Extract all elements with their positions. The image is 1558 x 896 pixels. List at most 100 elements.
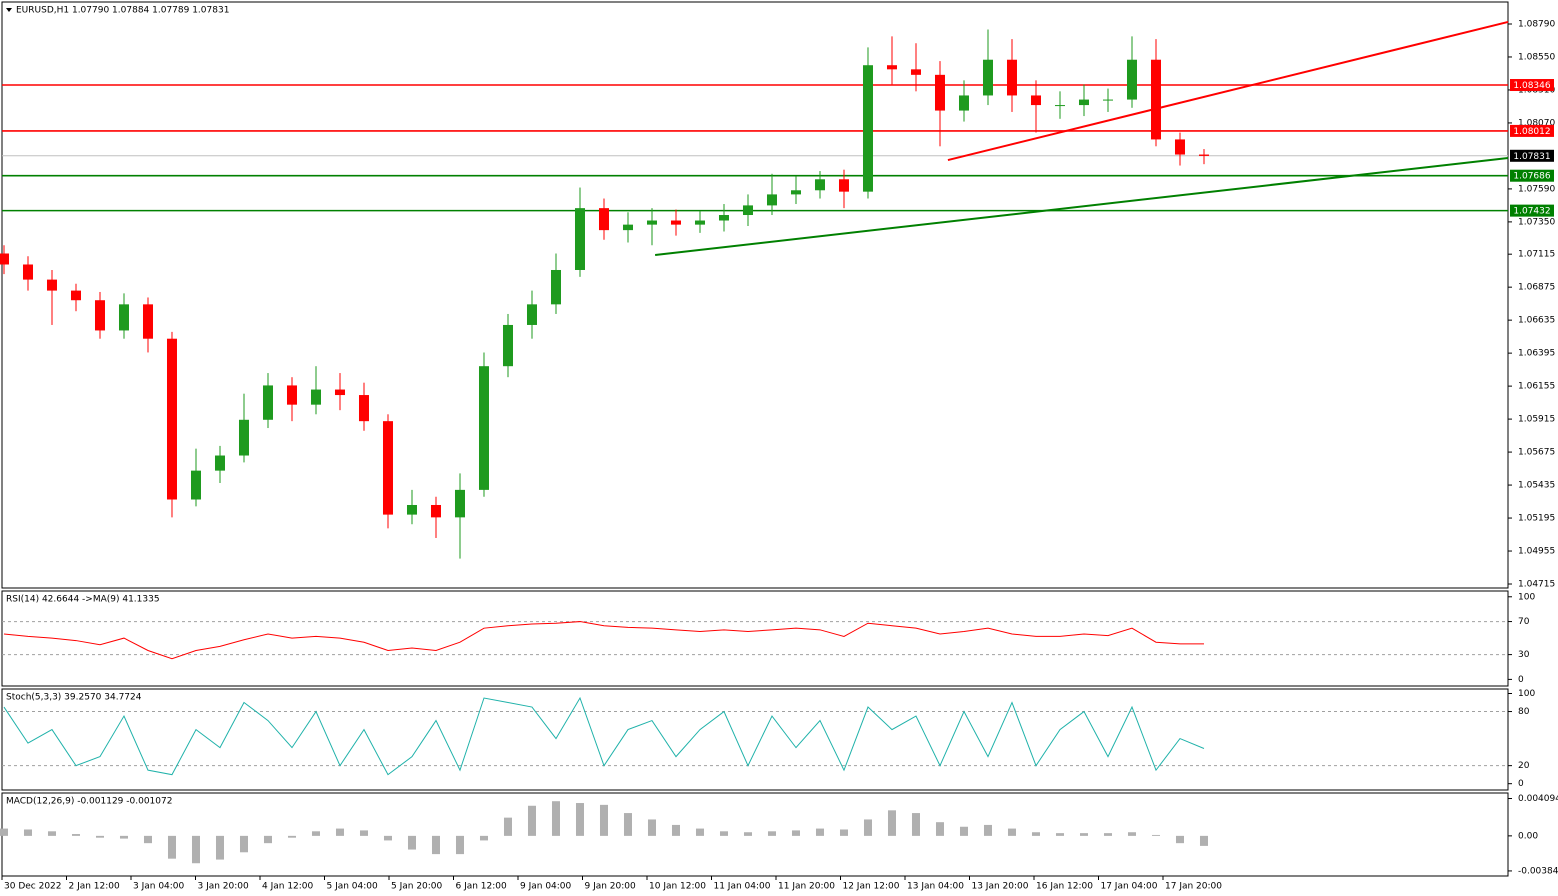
- histogram-bar: [263, 835, 272, 844]
- x-tick-label: 3 Jan 04:00: [133, 882, 185, 892]
- candle-body: [958, 95, 969, 111]
- histogram-bar: [0, 828, 8, 836]
- y-tick-label: 100: [1518, 592, 1535, 602]
- candle-body: [46, 279, 57, 291]
- histogram-bar: [143, 835, 152, 844]
- x-tick-label: 9 Jan 04:00: [520, 882, 572, 892]
- level-label: 1.08346: [1513, 81, 1550, 91]
- x-tick-label: 2 Jan 12:00: [68, 882, 120, 892]
- y-tick-label: 70: [1518, 617, 1530, 627]
- candle-body: [1126, 59, 1137, 100]
- y-tick-label: 1.08790: [1518, 19, 1555, 29]
- candle-body: [1030, 95, 1041, 106]
- candle-body: [502, 324, 513, 367]
- y-tick-label: 1.06635: [1518, 316, 1555, 326]
- histogram-bar: [95, 835, 104, 838]
- candle-body: [574, 208, 585, 270]
- histogram-bar: [1103, 833, 1112, 836]
- y-tick-label: 100: [1518, 689, 1535, 699]
- panel-frame: [1, 1, 1509, 589]
- y-tick-label: 1.04955: [1518, 547, 1555, 557]
- candle-body: [982, 59, 993, 96]
- candle-body: [0, 253, 9, 265]
- histogram-bar: [839, 829, 848, 836]
- histogram-bar: [695, 828, 704, 836]
- histogram-bar: [815, 828, 824, 836]
- x-tick-label: 5 Jan 04:00: [326, 882, 378, 892]
- histogram-bar: [119, 835, 128, 839]
- candle-body: [94, 300, 105, 331]
- histogram-bar: [167, 835, 176, 859]
- y-tick-label: 1.06155: [1518, 382, 1555, 392]
- y-tick-label: 1.07350: [1518, 217, 1555, 227]
- panel-title: EURUSD,H1 1.07790 1.07884 1.07789 1.0783…: [16, 6, 229, 16]
- candle-body: [910, 69, 921, 75]
- candle-body: [694, 220, 705, 225]
- trendline: [654, 156, 1509, 257]
- candle-body: [934, 74, 945, 111]
- candle-body: [286, 385, 297, 405]
- level-label-box: [1510, 204, 1554, 217]
- histogram-bar: [479, 835, 488, 841]
- x-tick-label: 13 Jan 04:00: [907, 882, 964, 892]
- histogram-bar: [1151, 834, 1160, 836]
- y-tick-label: 1.07590: [1518, 184, 1555, 194]
- histogram-bar: [599, 804, 608, 836]
- candle-body: [550, 269, 561, 305]
- histogram-bar: [935, 822, 944, 836]
- panel-frame: [1, 688, 1509, 791]
- candle-body: [766, 194, 777, 206]
- y-tick-label: 1.05675: [1518, 448, 1555, 458]
- indicator-line: [3, 696, 1205, 776]
- level-label: 1.07831: [1513, 152, 1550, 162]
- level-label-box: [1510, 149, 1554, 162]
- y-tick-label: 0: [1518, 779, 1524, 789]
- candle-body: [1102, 99, 1113, 101]
- level-label: 1.07432: [1513, 207, 1550, 217]
- x-tick-label: 9 Jan 20:00: [584, 882, 636, 892]
- candle-body: [646, 220, 657, 225]
- level-label-box: [1510, 124, 1554, 137]
- histogram-bar: [71, 834, 80, 836]
- histogram-bar: [407, 835, 416, 850]
- candle-body: [406, 504, 417, 515]
- histogram-bar: [887, 810, 896, 836]
- histogram-bar: [1055, 833, 1064, 836]
- candle-body: [22, 264, 33, 280]
- histogram-bar: [1127, 832, 1136, 836]
- candle-body: [1054, 105, 1065, 107]
- y-tick-label: 30: [1518, 650, 1530, 660]
- histogram-bar: [311, 831, 320, 836]
- histogram-bar: [551, 801, 560, 836]
- histogram-bar: [743, 832, 752, 836]
- candle-body: [310, 389, 321, 405]
- candle-body: [838, 179, 849, 192]
- y-tick-label: 1.05915: [1518, 415, 1555, 425]
- candle-body: [166, 338, 177, 500]
- histogram-bar: [239, 835, 248, 853]
- y-tick-label: 1.04715: [1518, 580, 1555, 590]
- histogram-bar: [1175, 835, 1184, 844]
- y-tick-label: 1.05435: [1518, 481, 1555, 491]
- candle-body: [1078, 99, 1089, 106]
- candle-body: [814, 179, 825, 191]
- x-tick-label: 12 Jan 12:00: [842, 882, 899, 892]
- histogram-bar: [191, 835, 200, 864]
- histogram-bar: [911, 813, 920, 836]
- y-tick-label: 0.00: [1518, 831, 1538, 841]
- histogram-bar: [1079, 833, 1088, 836]
- x-tick-label: 4 Jan 12:00: [262, 882, 314, 892]
- histogram-bar: [455, 835, 464, 855]
- histogram-bar: [335, 828, 344, 836]
- candle-body: [622, 224, 633, 231]
- candle-body: [886, 65, 897, 70]
- x-tick-label: 30 Dec 2022: [4, 882, 62, 892]
- histogram-bar: [1031, 832, 1040, 836]
- y-tick-label: 1.05195: [1518, 514, 1555, 524]
- histogram-bar: [719, 831, 728, 836]
- candle-body: [526, 304, 537, 325]
- x-tick-label: 11 Jan 04:00: [713, 882, 770, 892]
- candle-body: [430, 504, 441, 518]
- candle-body: [190, 470, 201, 500]
